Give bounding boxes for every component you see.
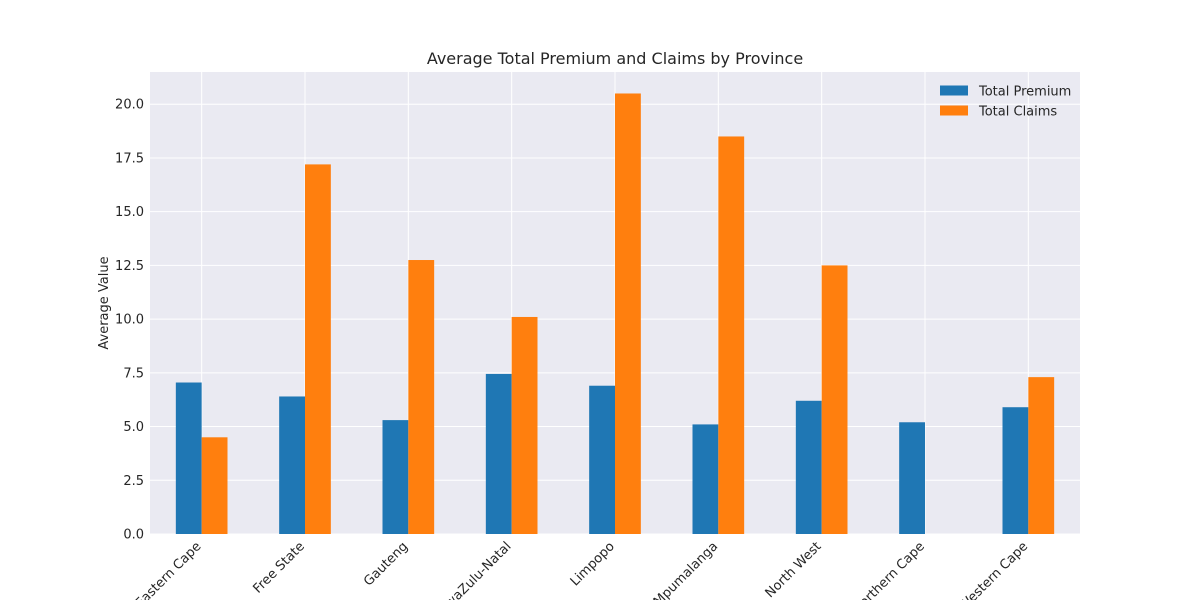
y-tick-label: 5.0 (123, 420, 144, 435)
y-axis-ticks: 0.0 2.5 5.0 7.5 10.0 12.5 15.0 17.5 20.0 (115, 98, 144, 543)
bar-total-premium (382, 420, 409, 534)
bar-total-claims (718, 136, 745, 534)
y-tick-label: 20.0 (115, 98, 144, 113)
y-tick-label: 15.0 (115, 205, 144, 220)
x-tick-label: Northern Cape (850, 539, 928, 600)
legend-swatch (940, 85, 968, 96)
legend: Total Premium Total Claims (940, 85, 1071, 120)
x-tick-label: Western Cape (956, 539, 1031, 600)
y-tick-label: 10.0 (115, 313, 144, 328)
y-tick-label: 0.0 (123, 528, 144, 543)
bar-total-claims (408, 260, 435, 534)
chart-title: Average Total Premium and Claims by Prov… (427, 49, 803, 68)
y-tick-label: 17.5 (115, 151, 144, 166)
y-tick-label: 2.5 (123, 474, 144, 489)
legend-label: Total Claims (978, 105, 1057, 120)
x-axis-ticks: Eastern Cape Free State Gauteng KwaZulu-Nat… (132, 539, 1031, 600)
bar-total-premium (899, 422, 925, 534)
y-tick-label: 7.5 (123, 366, 144, 381)
x-tick-label: North West (763, 539, 825, 600)
y-tick-label: 12.5 (115, 259, 144, 274)
legend-swatch (940, 105, 968, 116)
bar-total-claims (201, 437, 228, 534)
bar-total-premium (692, 424, 719, 534)
y-axis-label: Average Value (97, 256, 112, 349)
bar-total-claims (511, 316, 538, 534)
x-tick-label: Free State (250, 539, 307, 596)
x-tick-label: KwaZulu-Natal (437, 539, 515, 600)
bar-total-claims (305, 164, 331, 534)
bar-total-premium (1002, 407, 1029, 534)
legend-label: Total Premium (978, 85, 1071, 100)
bar-total-claims (615, 93, 641, 534)
bar-total-premium (279, 396, 305, 534)
bars (175, 93, 1055, 534)
bar-total-premium (485, 373, 512, 534)
x-tick-label: Limpopo (568, 539, 618, 589)
x-tick-label: Eastern Cape (132, 539, 204, 600)
bar-total-claims (1028, 377, 1055, 534)
x-tick-label: Mpumalanga (651, 539, 721, 600)
bar-total-premium (795, 400, 822, 534)
bar-total-premium (589, 385, 615, 534)
bar-total-premium (175, 382, 202, 534)
bar-total-claims (821, 265, 848, 534)
x-tick-label: Gauteng (361, 539, 411, 589)
